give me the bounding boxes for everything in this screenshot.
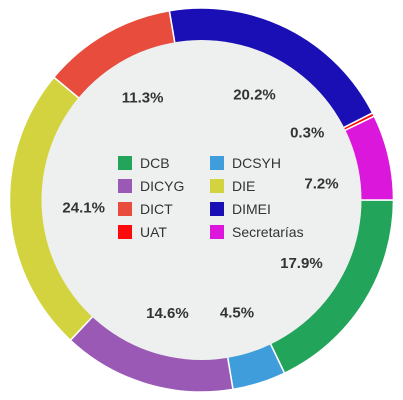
- pct-label-dcb: 17.9%: [280, 255, 323, 272]
- legend-swatch-uat: [118, 225, 132, 239]
- pct-label-dicyg: 14.6%: [146, 305, 189, 322]
- legend-label-dcsyh: DCSYH: [232, 155, 281, 171]
- legend-label-dicyg: DICYG: [140, 178, 184, 194]
- pct-label-dict: 11.3%: [122, 90, 164, 107]
- pct-label-secretarías: 7.2%: [304, 176, 338, 193]
- legend-swatch-dimei: [210, 202, 224, 216]
- legend-label-secretarías: Secretarías: [232, 224, 304, 240]
- pct-label-dimei: 20.2%: [233, 87, 276, 104]
- legend-swatch-dcsyh: [210, 156, 224, 170]
- pct-label-uat: 0.3%: [290, 125, 324, 142]
- donut-center: [41, 40, 362, 360]
- legend-label-dcb: DCB: [140, 155, 170, 171]
- legend-label-uat: UAT: [140, 224, 167, 240]
- pct-label-die: 24.1%: [62, 199, 105, 216]
- legend-swatch-die: [210, 179, 224, 193]
- legend: DCB DICYG DICT UAT DCSYH DIE DIMEI Secretarías: [118, 155, 304, 240]
- legend-label-die: DIE: [232, 178, 255, 194]
- legend-label-dict: DICT: [140, 201, 173, 217]
- legend-swatch-dcb: [118, 156, 132, 170]
- legend-label-dimei: DIMEI: [232, 201, 271, 217]
- pct-label-dcsyh: 4.5%: [220, 305, 254, 322]
- percentage-labels: 17.9% 4.5% 14.6% 24.1% 11.3% 20.2% 0.3% 7.2%: [62, 87, 338, 322]
- legend-swatch-secretarías: [210, 225, 224, 239]
- legend-swatch-dicyg: [118, 179, 132, 193]
- legend-swatch-dict: [118, 202, 132, 216]
